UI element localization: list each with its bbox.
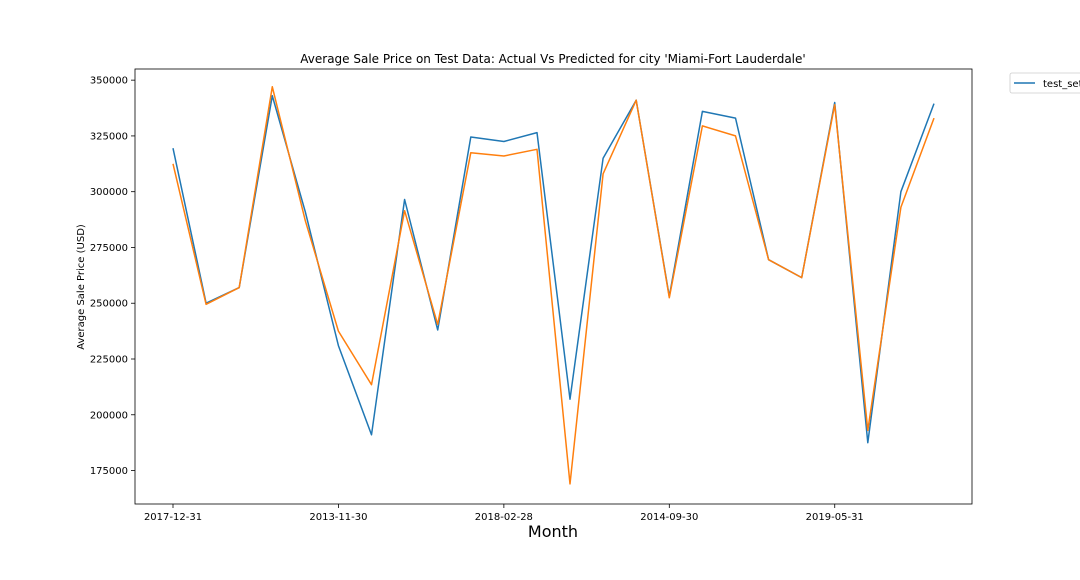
x-tick-label: 2013-11-30 <box>309 512 367 523</box>
y-tick-label: 275000 <box>90 243 128 254</box>
y-tick-label: 175000 <box>90 466 128 477</box>
legend-label-test-set: test_set <box>1043 79 1080 90</box>
legend: test_set <box>1009 72 1080 94</box>
x-axis-label: Month <box>528 522 578 541</box>
x-tick-label: 2018-02-28 <box>475 512 533 523</box>
x-tick-label: 2019-05-31 <box>806 512 864 523</box>
y-axis-label: Average Sale Price (USD) <box>76 224 87 350</box>
y-tick-label: 225000 <box>90 355 128 366</box>
y-tick-label: 300000 <box>90 187 128 198</box>
y-tick-label: 200000 <box>90 410 128 421</box>
series-line-predicted <box>172 86 935 485</box>
chart-title: Average Sale Price on Test Data: Actual … <box>300 52 805 66</box>
x-axis: 2017-12-31 2013-11-30 2018-02-28 2014-09-30… <box>144 504 864 523</box>
y-tick-label: 325000 <box>90 131 128 142</box>
y-tick-label: 250000 <box>90 299 128 310</box>
legend-box <box>1009 72 1080 94</box>
y-tick-label: 350000 <box>90 76 128 87</box>
series-layer <box>172 86 935 485</box>
y-axis: 175000 200000 225000 250000 275000 300000 3250… <box>90 76 135 477</box>
x-tick-label: 2014-09-30 <box>640 512 698 523</box>
x-tick-label: 2017-12-31 <box>144 512 202 523</box>
plot-area-frame <box>134 68 973 505</box>
